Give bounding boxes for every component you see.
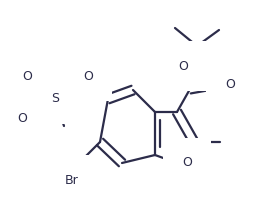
Text: O: O bbox=[22, 71, 32, 83]
Text: O: O bbox=[225, 78, 235, 90]
Text: O: O bbox=[182, 157, 192, 170]
Text: S: S bbox=[51, 92, 59, 106]
Text: O: O bbox=[83, 69, 93, 83]
Text: O: O bbox=[17, 113, 27, 125]
Text: Br: Br bbox=[65, 173, 79, 187]
Text: O: O bbox=[178, 60, 188, 72]
